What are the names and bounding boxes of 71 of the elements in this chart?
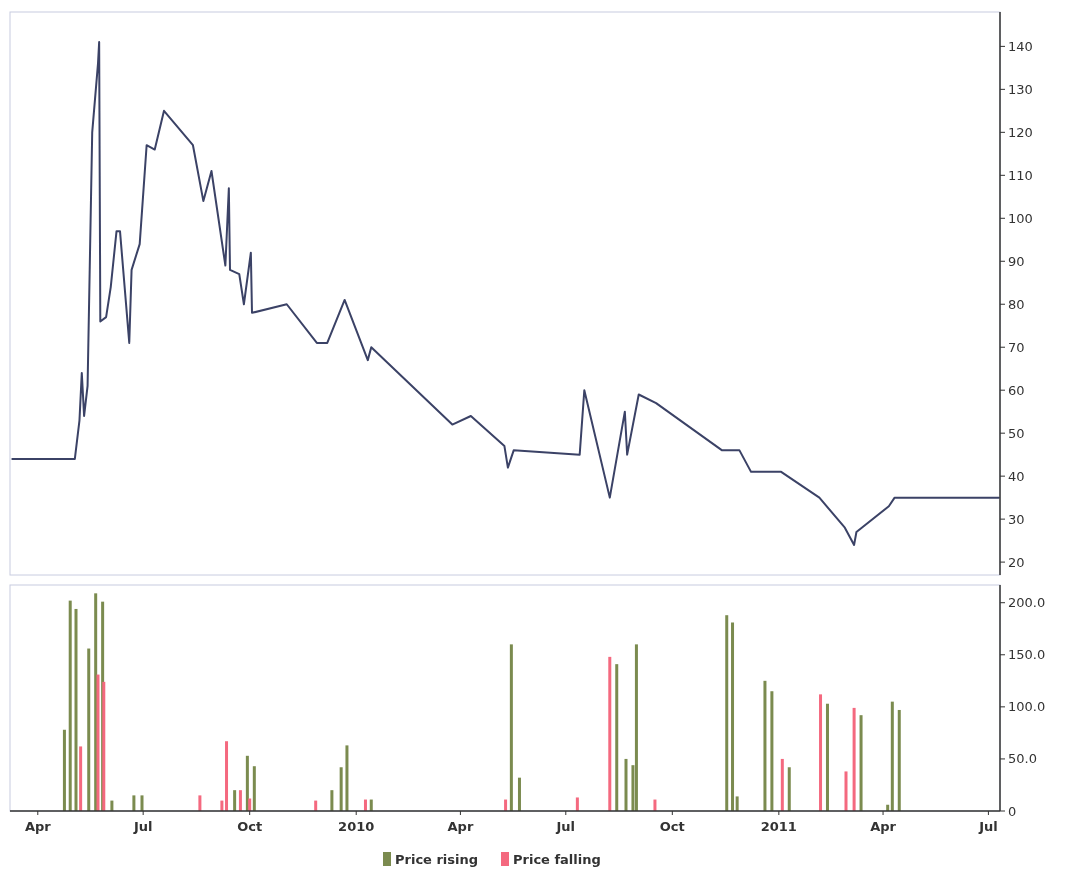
x-tick-label: Jul: [132, 819, 153, 834]
bar: [763, 680, 767, 811]
y-tick-label: 40: [1008, 468, 1025, 484]
bar: [252, 766, 256, 811]
y-tick-label: 150.0: [1008, 647, 1046, 663]
x-tick-label: Apr: [447, 819, 474, 834]
bar: [725, 615, 729, 811]
bar: [96, 674, 100, 811]
bar: [615, 664, 619, 811]
bar: [198, 795, 202, 811]
x-tick-label: 2010: [338, 819, 375, 834]
bar: [140, 795, 144, 811]
y-tick-label: 100.0: [1008, 699, 1046, 715]
bar: [245, 755, 249, 811]
bar: [859, 715, 863, 811]
line-series: [11, 41, 1000, 546]
bar: [787, 767, 791, 811]
bar: [79, 746, 83, 811]
bar: [819, 694, 823, 811]
bar: [897, 709, 901, 811]
bar: [608, 656, 612, 811]
bar: [624, 758, 628, 811]
legend-label: Price rising: [395, 852, 479, 867]
bar: [770, 691, 774, 811]
y-tick-label: 30: [1008, 511, 1025, 527]
x-tick-label: Oct: [237, 819, 263, 834]
bar: [345, 745, 349, 811]
bar: [339, 767, 343, 811]
bar: [509, 644, 513, 811]
bar: [330, 790, 334, 811]
bar: [62, 729, 66, 811]
bar: [634, 644, 638, 811]
y-tick-label: 100: [1008, 210, 1033, 226]
bar: [225, 741, 229, 811]
y-tick-label: 80: [1008, 296, 1025, 312]
bar: [852, 707, 856, 811]
bar: [844, 771, 848, 811]
y-tick-label: 130: [1008, 81, 1033, 97]
bar: [825, 703, 829, 811]
bar: [890, 701, 894, 811]
x-tick-label: Jul: [555, 819, 576, 834]
bar: [238, 790, 242, 811]
bar: [517, 777, 521, 811]
y-tick-label: 90: [1008, 253, 1025, 269]
y-tick-label: 110: [1008, 167, 1033, 183]
y-tick-label: 60: [1008, 382, 1025, 398]
x-tick-label: Oct: [659, 819, 685, 834]
x-tick-label: Jul: [978, 819, 998, 834]
bar: [780, 758, 784, 811]
bar: [575, 797, 579, 811]
x-tick-label: 2011: [760, 819, 797, 834]
y-tick-label: 20: [1008, 554, 1025, 570]
y-tick-label: 50.0: [1008, 751, 1037, 767]
x-tick-label: Apr: [870, 819, 897, 834]
y-tick-label: 200.0: [1008, 595, 1046, 611]
bar: [735, 796, 739, 811]
bar: [731, 622, 735, 811]
y-tick-label: 70: [1008, 339, 1025, 355]
bar: [74, 608, 78, 811]
y-tick-label: 50: [1008, 425, 1025, 441]
bar: [132, 795, 136, 811]
y-tick-label: 120: [1008, 124, 1033, 140]
bar: [87, 648, 91, 811]
legend-label: Price falling: [513, 852, 601, 867]
y-tick-label: 140: [1008, 38, 1033, 54]
bar: [68, 600, 72, 811]
bar: [233, 790, 237, 811]
bar: [102, 681, 106, 811]
x-tick-label: Apr: [24, 819, 52, 834]
bar: [94, 593, 98, 811]
y-tick-label: 0: [1008, 803, 1017, 819]
